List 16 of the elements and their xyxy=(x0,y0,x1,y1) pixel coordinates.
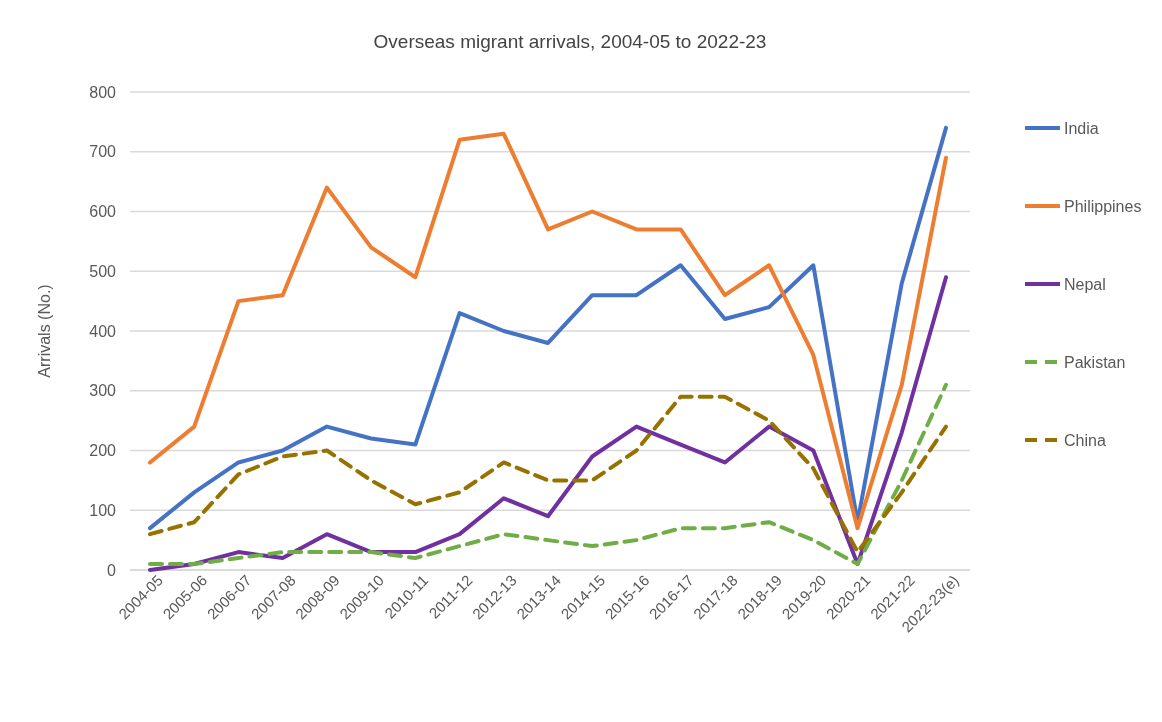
chart-title: Overseas migrant arrivals, 2004-05 to 2022-23 xyxy=(373,31,767,52)
legend-label: Nepal xyxy=(1064,275,1106,293)
legend-label: India xyxy=(1064,119,1099,137)
y-tick-label: 200 xyxy=(89,442,117,460)
legend-label: China xyxy=(1064,431,1106,449)
y-tick-label: 0 xyxy=(107,561,117,579)
y-tick-label: 500 xyxy=(89,262,117,280)
y-tick-label: 600 xyxy=(89,203,117,221)
legend-label: Philippines xyxy=(1064,197,1142,215)
y-tick-label: 800 xyxy=(89,83,117,101)
y-tick-label: 400 xyxy=(89,322,117,340)
y-tick-label: 700 xyxy=(89,143,117,161)
y-tick-label: 300 xyxy=(89,382,117,400)
y-tick-label: 100 xyxy=(89,501,117,519)
legend-label: Pakistan xyxy=(1064,353,1126,371)
y-axis-title: Arrivals (No.) xyxy=(36,284,53,378)
